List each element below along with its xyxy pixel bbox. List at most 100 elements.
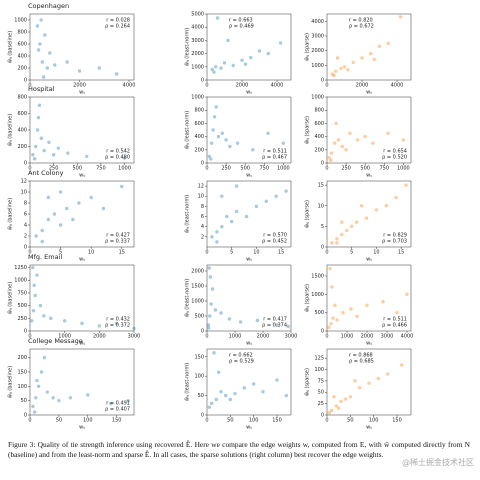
x-tick-label: 15: [398, 250, 404, 256]
point: [227, 317, 232, 321]
point: [344, 148, 348, 152]
panel-title: College Message: [28, 337, 83, 345]
point: [360, 56, 364, 60]
y-tick-label: 1000: [311, 292, 324, 298]
y-tick-label: 2: [24, 234, 27, 240]
x-axis-label: wᵢⱼ: [246, 90, 252, 96]
y-tick-label: 3000: [191, 38, 204, 44]
y-tick-label: 6: [201, 214, 204, 220]
point: [278, 41, 283, 45]
point: [332, 141, 337, 145]
point: [56, 146, 61, 150]
stat-annotation: ρ = 0.529: [229, 359, 254, 365]
y-tick-label: 800: [314, 108, 324, 114]
point: [365, 303, 369, 308]
x-tick-label: 0: [205, 334, 208, 340]
axes-frame: [326, 13, 412, 81]
y-tick-label: 3000: [311, 34, 324, 40]
point: [329, 151, 334, 155]
point: [210, 235, 214, 239]
point: [40, 239, 44, 244]
x-tick-label: 15: [278, 250, 284, 256]
point: [335, 318, 339, 322]
point: [351, 60, 355, 65]
stat-annotation: ρ = 0.703: [382, 239, 407, 245]
x-tick-label: 5: [59, 250, 62, 256]
x-axis-label: wᵢⱼ: [366, 257, 372, 263]
point: [222, 61, 227, 65]
point: [214, 65, 218, 69]
point: [266, 51, 270, 56]
point: [219, 311, 223, 315]
point: [355, 138, 360, 142]
stat-annotation: ρ = 0.480: [105, 155, 130, 161]
y-tick-label: 4000: [191, 25, 204, 31]
point: [30, 319, 34, 323]
y-axis-label: ŵᵢⱼ (sparse): [304, 200, 311, 228]
point: [36, 115, 41, 120]
x-tick-label: 4000: [391, 83, 404, 89]
y-tick-label: 1000: [311, 63, 324, 69]
y-tick-label: 75: [318, 378, 324, 384]
stat-annotation: ρ = 0.407: [105, 407, 130, 413]
stat-annotation: ρ = 0.466: [382, 323, 407, 329]
point: [266, 131, 270, 135]
point: [364, 216, 369, 220]
point: [97, 66, 102, 70]
point: [207, 266, 211, 270]
point: [233, 391, 237, 396]
y-tick-label: 4: [24, 223, 27, 229]
point: [215, 240, 219, 244]
point: [38, 303, 43, 308]
y-tick-label: 1000: [191, 299, 204, 305]
x-axis-label: wᵢⱼ: [366, 425, 372, 431]
point: [126, 398, 130, 403]
x-tick-label: 100: [249, 418, 259, 424]
y-tick-label: 500: [194, 314, 204, 320]
y-tick-label: 400: [314, 134, 324, 140]
y-tick-label: 0: [321, 413, 324, 419]
point: [369, 51, 373, 56]
y-tick-label: 1000: [14, 18, 27, 24]
point: [109, 401, 113, 406]
panel-title: Mfg. Email: [28, 253, 62, 261]
y-tick-label: 0: [24, 161, 27, 167]
y-tick-label: 0: [201, 329, 204, 335]
stat-annotation: ρ = 0.685: [349, 359, 374, 365]
point: [350, 224, 354, 229]
point: [243, 62, 248, 66]
x-tick-label: 250: [49, 166, 59, 172]
point: [40, 60, 45, 64]
x-axis-label: wᵢⱼ: [246, 425, 252, 431]
y-tick-label: 8: [201, 204, 204, 210]
point: [345, 228, 349, 233]
x-axis-label: wᵢⱼ: [366, 173, 372, 179]
stat-annotation: ρ = 0.672: [349, 24, 374, 30]
stat-annotation: r = 0.868: [349, 353, 373, 359]
point: [284, 393, 289, 398]
point: [332, 395, 336, 399]
x-tick-label: 10: [88, 250, 94, 256]
x-tick-label: 750: [96, 166, 106, 172]
y-tick-label: 125: [314, 356, 324, 362]
point: [57, 398, 61, 403]
point: [359, 204, 364, 208]
point: [385, 372, 390, 376]
point: [86, 393, 90, 397]
point: [251, 148, 255, 152]
point: [33, 293, 37, 298]
point: [209, 302, 213, 306]
point: [401, 138, 406, 142]
point: [209, 401, 214, 406]
y-tick-label: 0: [321, 78, 324, 84]
point: [215, 16, 220, 20]
axes-frame: [206, 348, 292, 416]
point: [334, 404, 339, 408]
point: [36, 48, 41, 52]
point: [58, 190, 63, 194]
point: [207, 405, 212, 409]
point: [68, 396, 73, 400]
y-tick-label: 2: [201, 234, 204, 240]
